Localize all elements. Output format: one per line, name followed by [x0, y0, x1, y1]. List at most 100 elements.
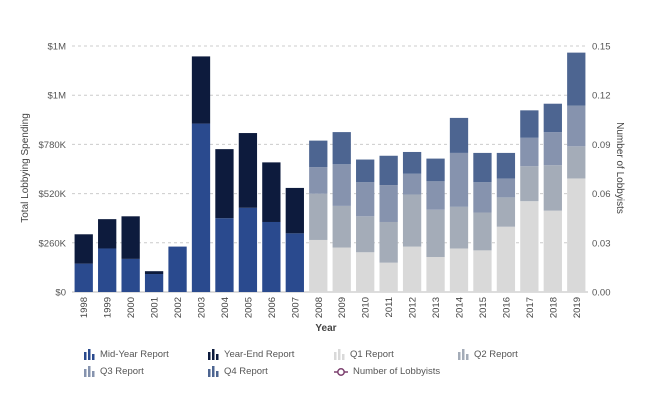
bar-segment[interactable] [98, 219, 117, 249]
bar-segment[interactable] [402, 151, 422, 174]
bar-segment[interactable] [449, 248, 469, 292]
bar-segment[interactable] [473, 212, 492, 251]
bar-segment[interactable] [262, 162, 281, 222]
bar-segment[interactable] [309, 140, 328, 168]
bar-icon [84, 366, 95, 377]
bar-segment[interactable] [379, 155, 398, 186]
x-tick-label: 2011 [384, 297, 395, 317]
bar-segment[interactable] [309, 167, 328, 194]
legend-item[interactable]: Q2 Report [458, 349, 518, 360]
x-tick-label: 2012 [408, 297, 419, 318]
bar-segment[interactable] [262, 221, 281, 292]
bar-segment[interactable] [215, 149, 234, 219]
bar-segment[interactable] [356, 252, 375, 292]
bar-segment[interactable] [285, 187, 304, 234]
legend-item[interactable]: Q1 Report [334, 349, 394, 360]
bar-segment[interactable] [543, 103, 562, 133]
bar-segment[interactable] [520, 166, 539, 202]
y2-axis-title: Number of Lobbyists [614, 122, 625, 214]
x-tick-label: 1999 [103, 297, 114, 318]
x-tick-label: 2005 [243, 297, 254, 318]
bar-segment[interactable] [567, 178, 586, 292]
bar-segment[interactable] [567, 146, 586, 179]
bar-segment[interactable] [74, 234, 93, 264]
legend-item[interactable]: Year-End Report [208, 349, 294, 360]
bar-segment[interactable] [238, 207, 258, 292]
bar-segment[interactable] [543, 132, 562, 166]
bar-segment[interactable] [543, 165, 562, 211]
y2-tick-label: 0.00 [592, 288, 611, 299]
x-tick-label: 2019 [572, 297, 583, 318]
bar-segment[interactable] [332, 132, 351, 165]
bar-segment[interactable] [520, 110, 539, 138]
bar-segment[interactable] [496, 152, 516, 179]
y-axis-ticks: $0 $260K $520K $780K $1M $1M [39, 42, 67, 299]
y2-tick-label: 0.09 [592, 140, 611, 151]
bar-segment[interactable] [520, 201, 539, 292]
bar-segment[interactable] [473, 182, 492, 213]
bar-segment[interactable] [238, 133, 258, 208]
bar-segment[interactable] [168, 246, 187, 292]
x-tick-label: 2015 [478, 297, 489, 318]
bar-segment[interactable] [426, 158, 445, 182]
x-tick-label: 2014 [455, 297, 466, 318]
bar-segment[interactable] [449, 117, 469, 153]
x-tick-label: 2018 [548, 297, 559, 318]
y2-tick-label: 0.03 [592, 238, 611, 249]
x-tick-label: 2000 [126, 297, 137, 318]
bar-segment[interactable] [402, 173, 422, 195]
bar-segment[interactable] [356, 182, 375, 217]
bar-segment[interactable] [332, 247, 351, 292]
x-tick-label: 2003 [197, 297, 208, 318]
bar-segment[interactable] [191, 56, 211, 124]
bar-segment[interactable] [144, 274, 164, 292]
bar-segment[interactable] [449, 152, 469, 207]
bar-segment[interactable] [285, 233, 304, 292]
bar-segment[interactable] [191, 123, 211, 292]
x-tick-label: 2009 [337, 297, 348, 318]
bar-segment[interactable] [543, 210, 562, 292]
bar-segment[interactable] [309, 193, 328, 240]
bar-segment[interactable] [402, 194, 422, 247]
bar-segment[interactable] [449, 206, 469, 249]
bar-segment[interactable] [332, 205, 351, 248]
x-tick-label: 2013 [431, 297, 442, 318]
bar-segment[interactable] [567, 52, 586, 106]
bar-segment[interactable] [121, 258, 140, 292]
bar-segment[interactable] [356, 159, 375, 183]
bar-segment[interactable] [379, 185, 398, 222]
bar-segment[interactable] [520, 137, 539, 167]
bar-segment[interactable] [356, 216, 375, 253]
bar-segment[interactable] [402, 246, 422, 292]
x-tick-label: 2007 [290, 297, 301, 318]
bar-segment[interactable] [121, 216, 140, 259]
bar-stacks [74, 52, 586, 292]
x-axis-title: Year [315, 323, 336, 334]
bar-segment[interactable] [473, 152, 492, 183]
legend-label: Q4 Report [224, 366, 268, 377]
x-tick-label: 2002 [173, 297, 184, 318]
bar-segment[interactable] [426, 209, 445, 257]
bar-segment[interactable] [379, 262, 398, 292]
bar-segment[interactable] [496, 178, 516, 198]
bar-segment[interactable] [426, 256, 445, 292]
bar-segment[interactable] [496, 226, 516, 292]
legend-item[interactable]: Q3 Report [84, 366, 144, 377]
legend-item[interactable]: Mid-Year Report [84, 349, 169, 360]
bar-segment[interactable] [426, 181, 445, 210]
bar-segment[interactable] [567, 105, 586, 147]
bar-segment[interactable] [309, 239, 328, 292]
y-tick-label: $1M [48, 91, 67, 102]
legend-item[interactable]: Number of Lobbyists [334, 366, 440, 377]
bar-segment[interactable] [144, 271, 164, 275]
bar-segment[interactable] [74, 263, 93, 292]
bar-segment[interactable] [496, 197, 516, 227]
bar-segment[interactable] [332, 164, 351, 206]
bar-segment[interactable] [98, 248, 117, 292]
x-tick-label: 2017 [525, 297, 536, 318]
bar-segment[interactable] [379, 221, 398, 263]
bar-segment[interactable] [473, 250, 492, 292]
x-axis-ticks: 1998 1999 2000 2001 2002 2003 2004 2005 2006 2007… [79, 297, 583, 318]
bar-segment[interactable] [215, 218, 234, 292]
legend-item[interactable]: Q4 Report [208, 366, 268, 377]
